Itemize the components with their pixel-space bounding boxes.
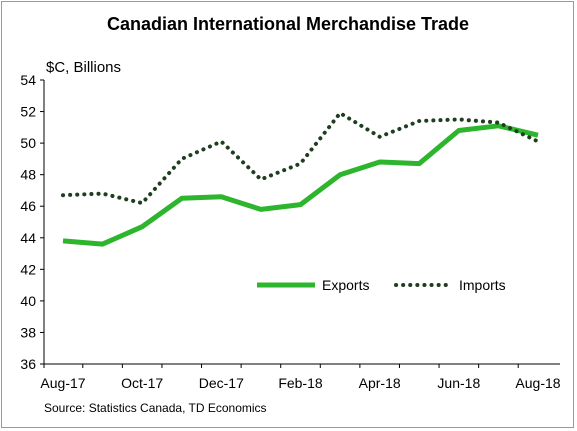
y-tick-label: 44 <box>20 230 36 246</box>
source-note: Source: Statistics Canada, TD Economics <box>44 401 267 415</box>
y-tick-label: 50 <box>20 135 36 151</box>
y-tick-label: 36 <box>20 356 36 372</box>
x-tick-label: Feb-18 <box>278 375 323 391</box>
series-line-exports <box>62 123 539 247</box>
y-axis: 36 38 40 42 44 46 48 50 52 54 <box>20 72 45 372</box>
y-tick-label: 52 <box>20 104 36 120</box>
x-tick-label: Jun-18 <box>437 375 480 391</box>
legend: Exports Imports <box>257 277 506 293</box>
y-tick-label: 42 <box>20 261 36 277</box>
x-tick-label: Oct-17 <box>121 375 163 391</box>
y-tick-label: 38 <box>20 324 36 340</box>
chart-title: Canadian International Merchandise Trade <box>107 14 469 34</box>
series-line-imports <box>61 111 540 206</box>
y-axis-label: $C, Billions <box>46 59 121 76</box>
x-axis: Aug-17 Oct-17 Dec-17 Feb-18 Apr-18 Jun-18 Aug-… <box>40 363 561 391</box>
x-tick-label: Aug-18 <box>515 375 560 391</box>
plot-area <box>61 111 540 247</box>
x-tick-label: Apr-18 <box>359 375 401 391</box>
x-tick-label: Dec-17 <box>199 375 244 391</box>
x-tick-label: Aug-17 <box>40 375 85 391</box>
y-tick-label: 54 <box>20 72 36 88</box>
legend-label-imports: Imports <box>459 277 506 293</box>
y-tick-label: 46 <box>20 198 36 214</box>
y-tick-label: 48 <box>20 167 36 183</box>
legend-label-exports: Exports <box>322 277 369 293</box>
y-tick-label: 40 <box>20 293 36 309</box>
